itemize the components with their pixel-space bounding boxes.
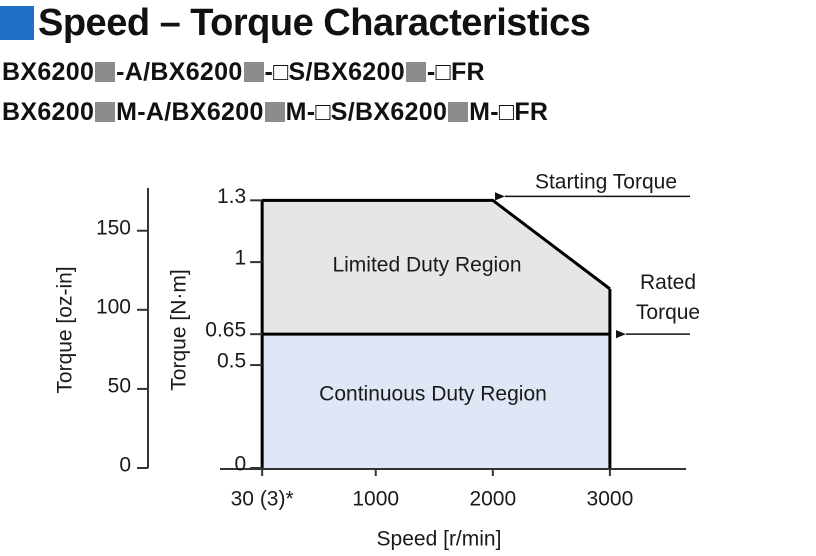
annotation: Rated Torque bbox=[635, 271, 701, 325]
model-placeholder bbox=[264, 102, 285, 122]
y-axis-label: Torque [N·m] bbox=[168, 269, 191, 390]
model-placeholder bbox=[448, 102, 469, 122]
model-placeholder bbox=[243, 62, 264, 82]
subtitle-part: -□S/BX6200 bbox=[264, 58, 405, 86]
y2-tick-label: 50 bbox=[108, 374, 131, 397]
y-tick-label: 0.5 bbox=[217, 350, 246, 373]
page-title: Speed – Torque Characteristics bbox=[0, 0, 591, 46]
title-marker bbox=[0, 6, 34, 40]
x-tick-label: 3000 bbox=[587, 488, 634, 511]
subtitle: BX6200 M-A/BX6200 M-□S/BX6200 M-□FR bbox=[2, 98, 548, 127]
region-fill bbox=[262, 200, 610, 335]
region-label: Continuous Duty Region bbox=[319, 383, 547, 406]
y2-tick-label: 150 bbox=[96, 216, 131, 239]
model-placeholder bbox=[95, 62, 116, 82]
x-tick-label: 2000 bbox=[469, 488, 516, 511]
y-tick-label: 0 bbox=[234, 453, 246, 476]
subtitle-part: M-□FR bbox=[469, 98, 549, 126]
y-tick-label: 1 bbox=[234, 247, 246, 270]
y2-tick-label: 0 bbox=[119, 454, 131, 477]
y-tick-label: 0.65 bbox=[205, 319, 246, 342]
model-placeholder bbox=[405, 62, 426, 82]
subtitle-part: -□FR bbox=[426, 58, 485, 86]
y2-axis-label: Torque [oz-in] bbox=[54, 266, 77, 393]
subtitle-part: M-□S/BX6200 bbox=[285, 98, 448, 126]
subtitle: BX6200 -A/BX6200 -□S/BX6200 -□FR bbox=[2, 58, 485, 87]
title-text: Speed – Torque Characteristics bbox=[38, 1, 591, 44]
y-tick-label: 1.3 bbox=[217, 185, 246, 208]
subtitle-part: BX6200 bbox=[2, 58, 95, 86]
torque-line bbox=[262, 198, 611, 291]
x-tick-label: 30 (3)* bbox=[231, 488, 294, 511]
y2-tick-label: 100 bbox=[96, 295, 131, 318]
subtitle-part: -A/BX6200 bbox=[116, 58, 243, 86]
x-tick-label: 1000 bbox=[352, 488, 399, 511]
annotation: Starting Torque bbox=[535, 171, 677, 194]
subtitle-part: BX6200 bbox=[2, 98, 95, 126]
subtitle-part: M-A/BX6200 bbox=[116, 98, 264, 126]
x-axis-label: Speed [r/min] bbox=[377, 528, 502, 551]
model-placeholder bbox=[95, 102, 116, 122]
region-fill bbox=[262, 334, 610, 468]
region-label: Limited Duty Region bbox=[332, 254, 521, 277]
